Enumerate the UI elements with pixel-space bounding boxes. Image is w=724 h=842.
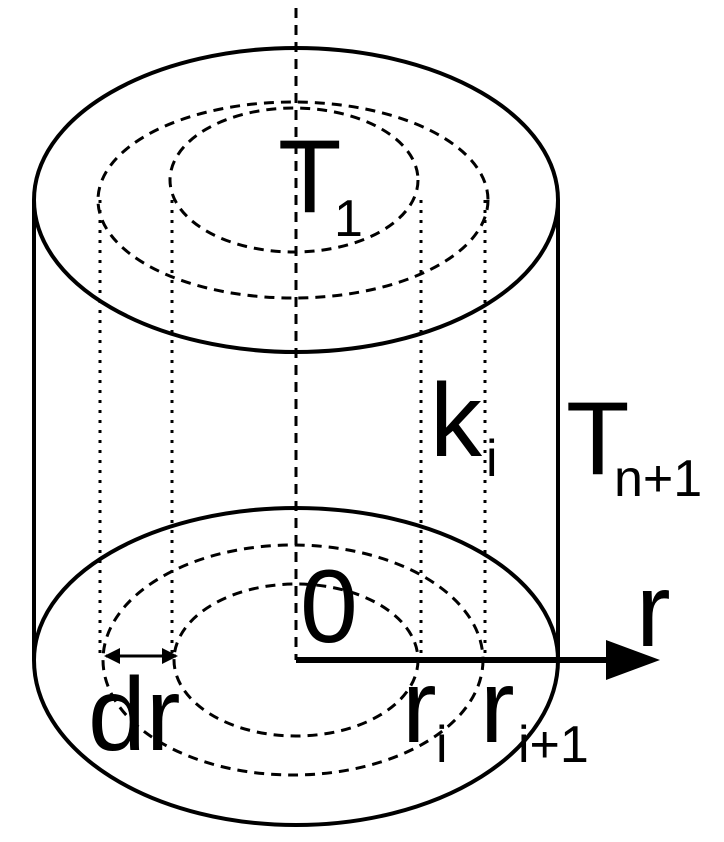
label-thickness: dr: [88, 657, 180, 773]
dr-arrowhead-right: [162, 648, 178, 664]
bottom-front-arc: [32, 659, 560, 827]
dr-arrowhead-left: [104, 648, 120, 664]
label-top-temperature: T: [278, 119, 342, 235]
label-top-temperature-subscript: 1: [334, 190, 363, 248]
label-origin: 0: [300, 549, 358, 665]
label-radius-i-plus-1-subscript: i+1: [518, 716, 589, 774]
top-inner-ellipse-inner: [168, 106, 420, 254]
label-radius-i-plus-1: r: [480, 649, 515, 765]
label-radius-i-subscript: i: [436, 716, 448, 774]
label-conductivity: k: [430, 363, 483, 479]
label-radius-i: r: [402, 649, 437, 765]
top-inner-ellipse-outer: [96, 100, 490, 300]
r-axis-arrowhead: [606, 640, 660, 680]
label-r-axis: r: [636, 553, 671, 669]
label-outer-temperature: T: [566, 381, 630, 497]
label-conductivity-subscript: i: [486, 430, 498, 488]
label-outer-temperature-subscript: n+1: [614, 450, 702, 508]
